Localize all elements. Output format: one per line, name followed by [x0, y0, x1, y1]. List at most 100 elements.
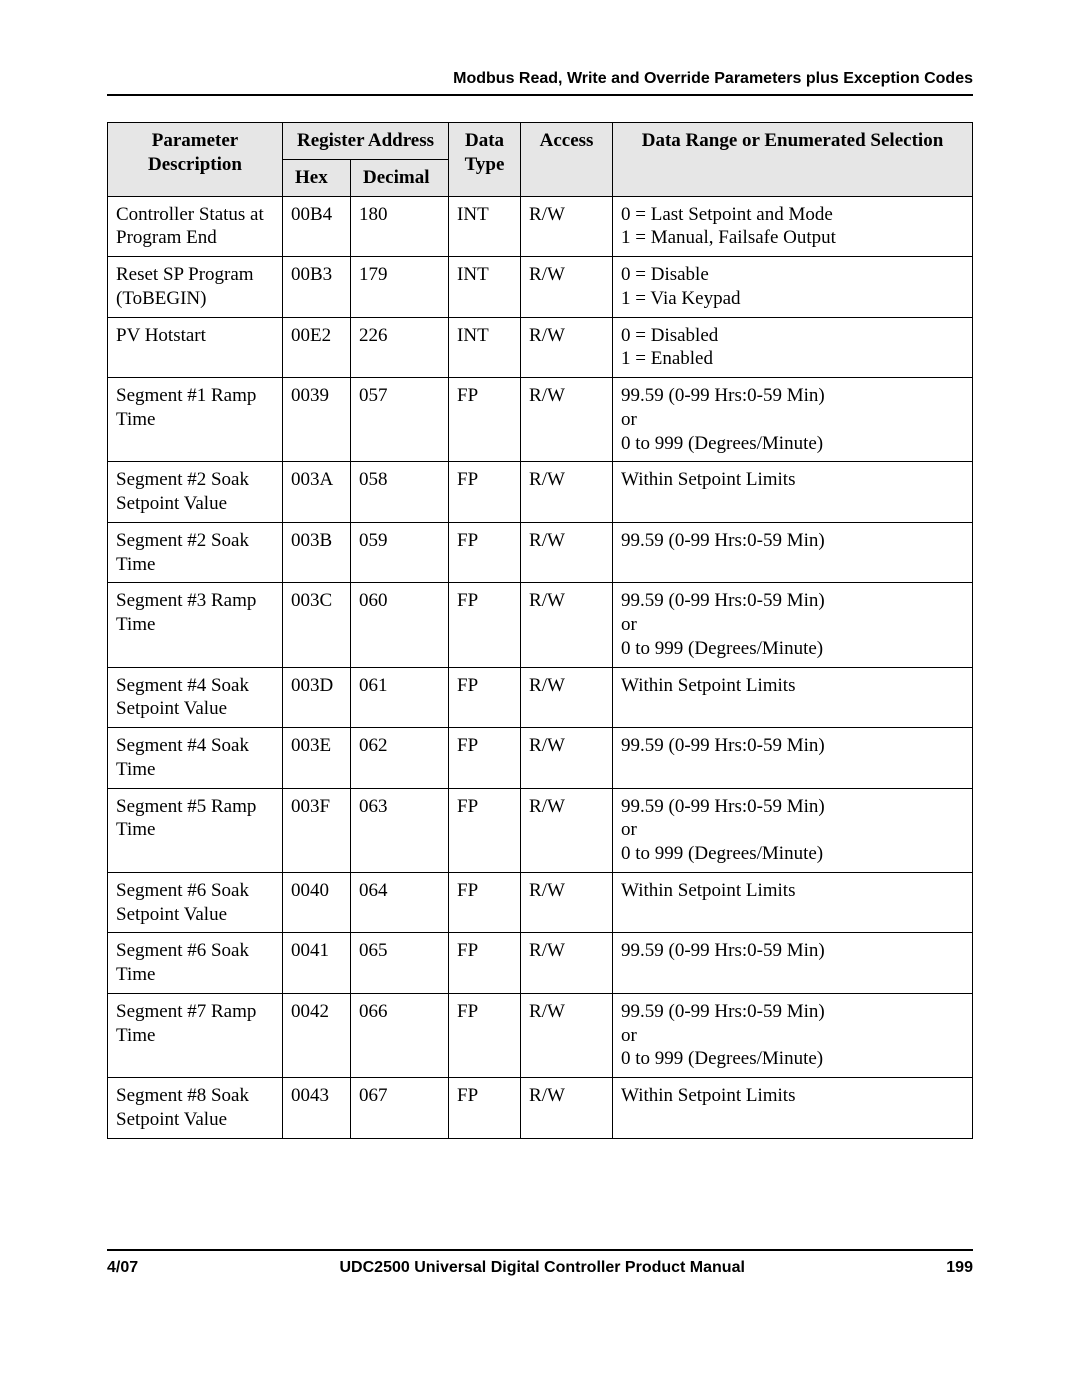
table-row: Segment #6 Soak Time0041065FPR/W99.59 (0…	[108, 933, 973, 994]
cell-hex: 003A	[283, 462, 351, 523]
cell-type: FP	[449, 667, 521, 728]
cell-type: FP	[449, 462, 521, 523]
cell-range: 99.59 (0-99 Hrs:0-59 Min)	[613, 728, 973, 789]
cell-range: 99.59 (0-99 Hrs:0-59 Min) or 0 to 999 (D…	[613, 583, 973, 667]
footer-date: 4/07	[107, 1259, 138, 1277]
page: Modbus Read, Write and Override Paramete…	[0, 0, 1080, 1337]
cell-param: Segment #5 Ramp Time	[108, 788, 283, 872]
cell-access: R/W	[521, 257, 613, 318]
cell-hex: 003B	[283, 522, 351, 583]
table-row: Segment #3 Ramp Time003C060FPR/W99.59 (0…	[108, 583, 973, 667]
cell-type: FP	[449, 933, 521, 994]
cell-param: Controller Status at Program End	[108, 196, 283, 257]
cell-hex: 0043	[283, 1078, 351, 1139]
table-row: Segment #2 Soak Setpoint Value003A058FPR…	[108, 462, 973, 523]
table-row: Controller Status at Program End00B4180I…	[108, 196, 973, 257]
footer-title: UDC2500 Universal Digital Controller Pro…	[340, 1259, 745, 1277]
cell-param: Segment #3 Ramp Time	[108, 583, 283, 667]
running-header: Modbus Read, Write and Override Paramete…	[107, 70, 973, 96]
cell-hex: 0040	[283, 872, 351, 933]
table-row: Reset SP Program (ToBEGIN)00B3179INTR/W0…	[108, 257, 973, 318]
col-header-hex: Hex	[283, 159, 351, 196]
cell-type: FP	[449, 583, 521, 667]
cell-param: Segment #6 Soak Setpoint Value	[108, 872, 283, 933]
col-header-text: Data Type	[465, 130, 505, 175]
cell-range: 99.59 (0-99 Hrs:0-59 Min) or 0 to 999 (D…	[613, 993, 973, 1077]
cell-param: Segment #8 Soak Setpoint Value	[108, 1078, 283, 1139]
table-header: Parameter Description Register Address D…	[108, 123, 973, 197]
cell-access: R/W	[521, 933, 613, 994]
cell-dec: 064	[351, 872, 449, 933]
cell-dec: 061	[351, 667, 449, 728]
table-row: Segment #5 Ramp Time003F063FPR/W99.59 (0…	[108, 788, 973, 872]
cell-dec: 226	[351, 317, 449, 378]
cell-type: FP	[449, 1078, 521, 1139]
cell-param: Segment #2 Soak Time	[108, 522, 283, 583]
cell-param: Reset SP Program (ToBEGIN)	[108, 257, 283, 318]
cell-param: Segment #4 Soak Setpoint Value	[108, 667, 283, 728]
cell-dec: 060	[351, 583, 449, 667]
cell-type: INT	[449, 257, 521, 318]
cell-access: R/W	[521, 667, 613, 728]
table-row: Segment #6 Soak Setpoint Value0040064FPR…	[108, 872, 973, 933]
cell-access: R/W	[521, 583, 613, 667]
col-header-text: Parameter Description	[148, 130, 242, 175]
cell-dec: 067	[351, 1078, 449, 1139]
cell-range: Within Setpoint Limits	[613, 462, 973, 523]
col-header-text: Data Range or Enumerated Selection	[642, 130, 944, 151]
cell-access: R/W	[521, 378, 613, 462]
col-header-range: Data Range or Enumerated Selection	[613, 123, 973, 197]
cell-access: R/W	[521, 788, 613, 872]
cell-type: INT	[449, 317, 521, 378]
cell-dec: 058	[351, 462, 449, 523]
cell-param: Segment #4 Soak Time	[108, 728, 283, 789]
table-body: Controller Status at Program End00B4180I…	[108, 196, 973, 1138]
cell-type: INT	[449, 196, 521, 257]
col-header-dec: Decimal	[351, 159, 449, 196]
page-footer: 4/07 UDC2500 Universal Digital Controlle…	[107, 1249, 973, 1277]
cell-param: PV Hotstart	[108, 317, 283, 378]
cell-dec: 059	[351, 522, 449, 583]
cell-dec: 066	[351, 993, 449, 1077]
col-header-register: Register Address	[283, 123, 449, 160]
cell-hex: 0042	[283, 993, 351, 1077]
cell-access: R/W	[521, 462, 613, 523]
cell-access: R/W	[521, 728, 613, 789]
cell-type: FP	[449, 522, 521, 583]
col-header-access: Access	[521, 123, 613, 197]
cell-type: FP	[449, 378, 521, 462]
col-header-text: Register Address	[297, 130, 434, 151]
cell-access: R/W	[521, 872, 613, 933]
footer-page: 199	[946, 1259, 973, 1277]
cell-range: Within Setpoint Limits	[613, 667, 973, 728]
cell-range: 0 = Disabled 1 = Enabled	[613, 317, 973, 378]
cell-range: 99.59 (0-99 Hrs:0-59 Min)	[613, 933, 973, 994]
cell-access: R/W	[521, 196, 613, 257]
cell-param: Segment #7 Ramp Time	[108, 993, 283, 1077]
modbus-parameter-table: Parameter Description Register Address D…	[107, 122, 973, 1139]
cell-access: R/W	[521, 993, 613, 1077]
table-row: Segment #4 Soak Time003E062FPR/W99.59 (0…	[108, 728, 973, 789]
table-row: PV Hotstart00E2226INTR/W0 = Disabled 1 =…	[108, 317, 973, 378]
cell-hex: 00B3	[283, 257, 351, 318]
cell-dec: 057	[351, 378, 449, 462]
cell-access: R/W	[521, 1078, 613, 1139]
col-header-text: Decimal	[363, 167, 429, 188]
cell-type: FP	[449, 788, 521, 872]
cell-param: Segment #6 Soak Time	[108, 933, 283, 994]
cell-range: 99.59 (0-99 Hrs:0-59 Min)	[613, 522, 973, 583]
cell-dec: 180	[351, 196, 449, 257]
cell-hex: 0041	[283, 933, 351, 994]
cell-range: Within Setpoint Limits	[613, 872, 973, 933]
cell-param: Segment #2 Soak Setpoint Value	[108, 462, 283, 523]
cell-hex: 003E	[283, 728, 351, 789]
cell-range: 99.59 (0-99 Hrs:0-59 Min) or 0 to 999 (D…	[613, 788, 973, 872]
cell-access: R/W	[521, 317, 613, 378]
cell-dec: 063	[351, 788, 449, 872]
cell-param: Segment #1 Ramp Time	[108, 378, 283, 462]
col-header-text: Access	[540, 130, 594, 151]
cell-hex: 003F	[283, 788, 351, 872]
cell-type: FP	[449, 993, 521, 1077]
cell-dec: 065	[351, 933, 449, 994]
col-header-text: Hex	[295, 167, 328, 188]
